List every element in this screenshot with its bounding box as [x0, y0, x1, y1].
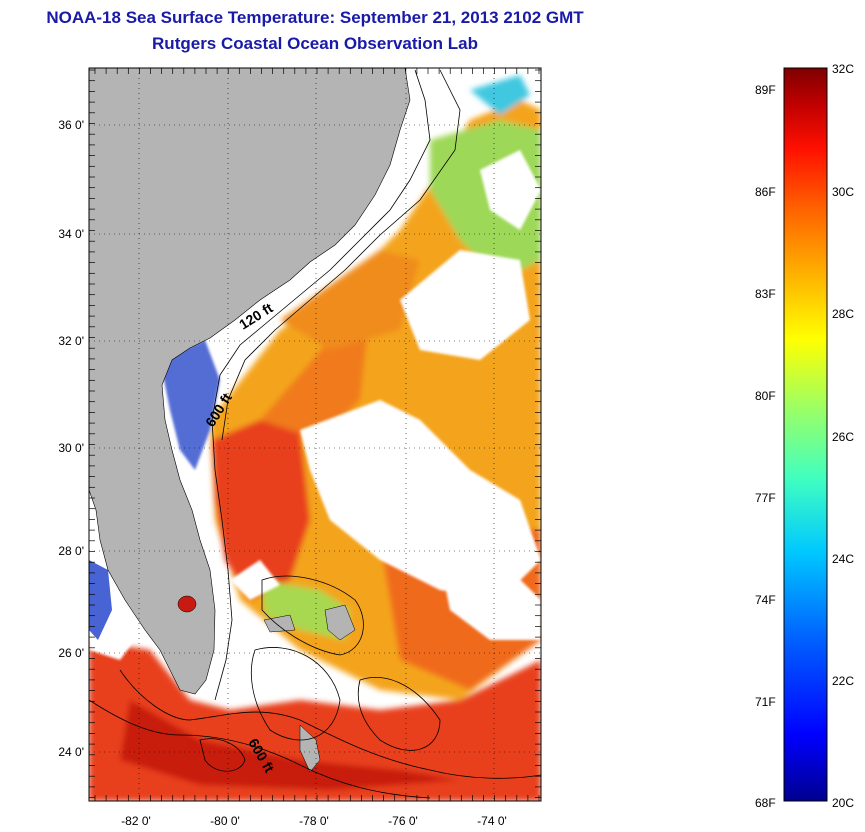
lon-label: -78 0' [299, 814, 329, 828]
colorbar-f-label: 77F [755, 491, 776, 505]
colorbar-f-label: 86F [755, 185, 776, 199]
lake-okeechobee [177, 595, 197, 613]
colorbar [783, 67, 828, 802]
colorbar-c-label: 30C [832, 185, 855, 199]
lat-label: 30 0' [58, 441, 84, 455]
colorbar-c-label: 28C [832, 307, 855, 321]
lat-label: 28 0' [58, 544, 84, 558]
graticule [89, 68, 541, 801]
depth-contours [89, 69, 541, 799]
colorbar-f-label: 89F [755, 83, 776, 97]
cold-upwelling [160, 340, 220, 470]
colorbar-c-label: 20C [832, 796, 855, 810]
lon-label: -80 0' [210, 814, 240, 828]
lat-label: 26 0' [58, 646, 84, 660]
longitude-axis: -82 0' -80 0' -78 0' -76 0' -74 0' [121, 814, 507, 828]
island-grand-bahama [263, 614, 296, 633]
latitude-axis: 36 0' 34 0' 32 0' 30 0' 28 0' 26 0' 24 0… [58, 118, 84, 759]
lat-label: 34 0' [58, 227, 84, 241]
map-title: NOAA-18 Sea Surface Temperature: Septemb… [46, 8, 584, 27]
lat-label: 32 0' [58, 334, 84, 348]
colorbar-c-label: 32C [832, 62, 855, 76]
map-frame [88, 67, 542, 802]
colorbar-c-label: 22C [832, 674, 855, 688]
island-andros [324, 604, 356, 641]
lon-label: -76 0' [388, 814, 418, 828]
land-southeast-us [89, 68, 411, 695]
colorbar-f-label: 68F [755, 796, 776, 810]
axis-ticks [89, 68, 541, 801]
colorbar-f-label: 83F [755, 287, 776, 301]
map-subtitle: Rutgers Coastal Ocean Observation Lab [152, 34, 478, 53]
map-field: 120 ft 600 ft 600 ft [89, 68, 541, 801]
lat-label: 24 0' [58, 745, 84, 759]
cold-patch-west [89, 560, 112, 640]
lon-label: -74 0' [477, 814, 507, 828]
colorbar-c-label: 26C [832, 430, 855, 444]
lat-label: 36 0' [58, 118, 84, 132]
lon-label: -82 0' [121, 814, 151, 828]
colorbar-c-label: 24C [832, 552, 855, 566]
colorbar-f-label: 80F [755, 389, 776, 403]
colorbar-f-label: 71F [755, 695, 776, 709]
colorbar-f-label: 74F [755, 593, 776, 607]
